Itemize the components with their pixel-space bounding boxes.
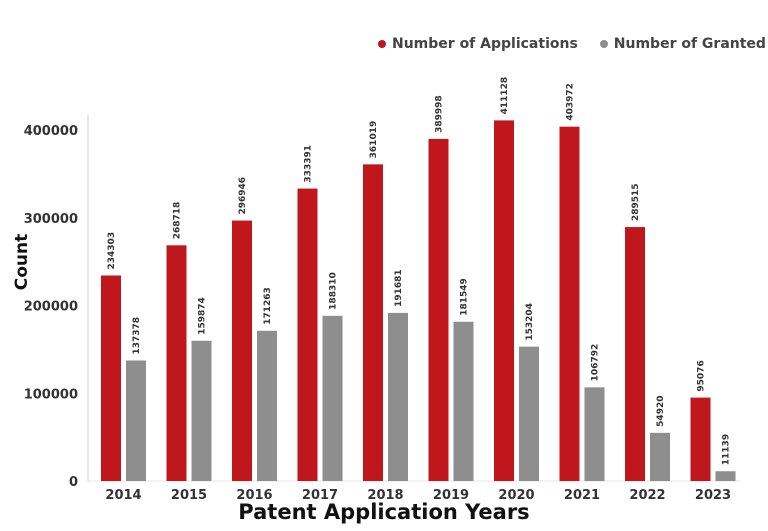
x-tick-label: 2014 <box>105 488 141 503</box>
x-tick-label: 2018 <box>367 488 403 503</box>
bar-applications <box>166 245 187 481</box>
data-label-granted: 171263 <box>263 287 273 325</box>
x-tick-label: 2015 <box>171 488 207 503</box>
data-label-applications: 403972 <box>566 83 576 121</box>
data-label-applications: 296946 <box>238 177 248 215</box>
x-axis-label: Patent Application Years <box>238 500 530 524</box>
y-tick-label: 200000 <box>24 300 78 315</box>
bar-granted <box>650 432 670 481</box>
bar-granted <box>126 360 146 481</box>
bar-applications <box>690 397 711 481</box>
legend: Number of Applications Number of Granted <box>378 36 766 52</box>
data-label-applications: 333391 <box>304 145 314 183</box>
data-label-applications: 289515 <box>631 183 641 221</box>
y-tick-label: 400000 <box>24 124 78 139</box>
y-axis-label: Count <box>12 233 32 291</box>
bar-granted <box>388 312 408 481</box>
data-label-granted: 188310 <box>328 272 338 310</box>
data-label-applications: 95076 <box>697 360 707 391</box>
x-tick-label: 2022 <box>629 488 665 503</box>
x-tick-label: 2020 <box>498 488 534 503</box>
legend-item-applications: Number of Applications <box>378 36 578 52</box>
legend-label-granted: Number of Granted <box>613 36 766 52</box>
data-label-applications: 361019 <box>369 121 379 159</box>
data-label-granted: 54920 <box>656 396 666 427</box>
data-label-granted: 106792 <box>591 344 601 382</box>
x-tick-label: 2023 <box>695 488 731 503</box>
data-label-applications: 411128 <box>500 77 510 115</box>
bar-applications <box>232 220 252 482</box>
legend-swatch-applications <box>378 40 386 48</box>
data-label-granted: 11139 <box>722 434 732 465</box>
data-label-granted: 159874 <box>198 297 208 335</box>
data-label-applications: 234303 <box>107 232 117 270</box>
data-label-granted: 181549 <box>460 278 470 316</box>
data-label-granted: 191681 <box>394 269 404 307</box>
bar-applications <box>494 120 514 481</box>
bar-granted <box>191 340 212 481</box>
bar-applications <box>101 275 121 481</box>
y-tick-label: 0 <box>69 475 78 490</box>
y-tick-label: 300000 <box>24 212 78 227</box>
y-tick-label: 100000 <box>24 387 78 402</box>
x-tick-label: 2021 <box>564 488 600 503</box>
x-tick-label: 2019 <box>433 488 469 503</box>
legend-swatch-granted <box>599 40 608 48</box>
x-tick-label: 2016 <box>236 488 272 503</box>
data-label-applications: 389998 <box>435 95 445 133</box>
legend-item-granted: Number of Granted <box>599 36 766 52</box>
bar-applications <box>297 188 318 481</box>
bar-granted <box>584 387 605 481</box>
bar-granted <box>453 321 474 481</box>
legend-label-applications: Number of Applications <box>392 36 578 52</box>
bar-granted <box>257 330 277 481</box>
bar-applications <box>559 126 580 481</box>
bar-granted <box>715 471 736 481</box>
bar-applications <box>428 138 449 482</box>
data-label-applications: 268718 <box>173 202 183 240</box>
data-label-granted: 153204 <box>525 303 535 341</box>
data-label-granted: 137378 <box>132 317 142 355</box>
bar-applications <box>625 227 645 481</box>
bar-applications <box>363 164 383 482</box>
bar-granted <box>322 315 343 481</box>
x-tick-label: 2017 <box>302 488 338 503</box>
bar-granted <box>519 346 539 481</box>
